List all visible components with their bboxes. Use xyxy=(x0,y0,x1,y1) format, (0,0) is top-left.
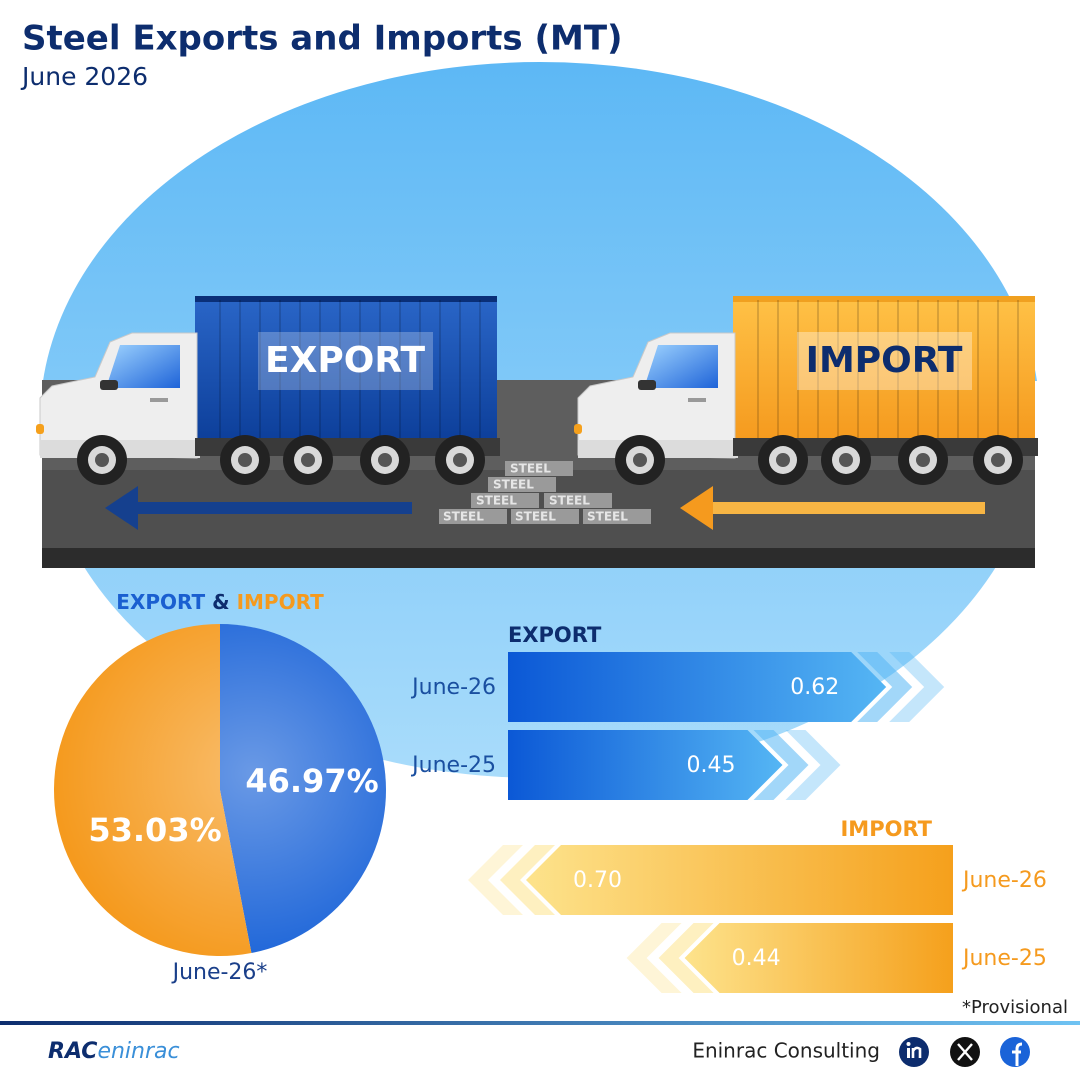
cargo-label: STEEL xyxy=(549,494,590,508)
import-arrow xyxy=(680,486,985,530)
chart-title: EXPORT xyxy=(508,623,602,647)
logo: RACeninrac xyxy=(48,1039,180,1064)
legend-separator: & xyxy=(212,590,229,614)
export-arrow xyxy=(105,486,412,530)
category-label: June-25 xyxy=(961,946,1047,971)
title: Steel Exports and Imports (MT) xyxy=(22,19,623,59)
cargo-label: STEEL xyxy=(587,510,628,524)
logo-part: eninrac xyxy=(97,1039,179,1064)
bar-charts: EXPORT 0.62 June-26 0.45 June-25 IMPORT 0.70 Ju… xyxy=(410,623,1047,993)
value-label: 0.45 xyxy=(687,753,736,778)
pie-title: EXPORT & IMPORT xyxy=(116,590,324,614)
note: *Provisional xyxy=(962,997,1068,1018)
value-label: 53.03% xyxy=(88,811,221,849)
value-label: 0.62 xyxy=(790,675,839,700)
value-label: 46.97% xyxy=(245,762,378,800)
cargo-label: STEEL xyxy=(515,510,556,524)
bar xyxy=(526,845,953,915)
facebook-icon[interactable] xyxy=(1000,1037,1030,1067)
linkedin-icon[interactable] xyxy=(899,1037,929,1067)
category-label: June-26 xyxy=(961,868,1047,893)
import-label: IMPORT xyxy=(806,340,963,381)
bar xyxy=(508,730,783,800)
category-label: June-25 xyxy=(410,753,496,778)
brand: Eninrac Consulting xyxy=(692,1039,880,1063)
export-truck xyxy=(35,296,501,485)
cargo-label: STEEL xyxy=(476,494,517,508)
x-icon[interactable] xyxy=(950,1037,980,1067)
illustration: EXPORT IMPORT STEEL STEEL STEEL STEEL ST… xyxy=(0,62,1080,778)
legend-entry: EXPORT xyxy=(116,590,205,614)
legend-entry: IMPORT xyxy=(237,590,325,614)
divider xyxy=(0,1021,1080,1025)
logo-part: RAC xyxy=(48,1039,97,1064)
chart-title: IMPORT xyxy=(840,817,932,841)
bar xyxy=(684,923,953,993)
value-label: 0.70 xyxy=(573,868,622,893)
export-label: EXPORT xyxy=(265,340,425,381)
cargo-label: STEEL xyxy=(443,510,484,524)
cargo-label: STEEL xyxy=(493,478,534,492)
pie-chart: 46.97% 53.03% xyxy=(53,624,386,956)
value-label: 0.44 xyxy=(732,946,781,971)
pie-caption: June-26* xyxy=(171,960,268,985)
subtitle: June 2026 xyxy=(20,62,148,91)
cargo-label: STEEL xyxy=(510,462,551,476)
category-label: June-26 xyxy=(410,675,496,700)
steel-stack: STEEL STEEL STEEL STEEL STEEL STEEL STEE… xyxy=(439,461,651,524)
import-truck xyxy=(573,296,1039,485)
bar xyxy=(508,652,887,722)
